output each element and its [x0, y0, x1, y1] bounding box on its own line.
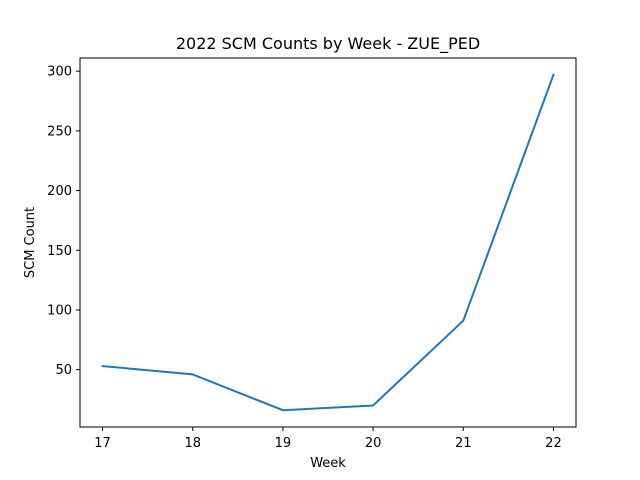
- x-tick-label: 17: [94, 436, 111, 451]
- x-axis-ticks: 17 18 19 20 21 22: [94, 427, 562, 451]
- series-line: [101, 73, 555, 412]
- y-axis-ticks: 50 100 150 200 250 300: [47, 65, 80, 378]
- y-tick-label: 150: [47, 244, 72, 259]
- y-tick-label: 300: [47, 65, 72, 80]
- y-axis-label: SCM Count: [23, 207, 38, 278]
- chart-title: 2022 SCM Counts by Week - ZUE_PED: [176, 34, 480, 54]
- x-tick-label: 18: [184, 436, 201, 451]
- x-axis-label: Week: [310, 456, 346, 471]
- x-tick-label: 20: [365, 436, 382, 451]
- x-tick-label: 19: [275, 436, 292, 451]
- series-layer: [101, 73, 555, 412]
- y-tick-label: 100: [47, 303, 72, 318]
- y-tick-label: 50: [55, 363, 72, 378]
- plot-frame: [79, 57, 577, 428]
- x-tick-label: 21: [455, 436, 472, 451]
- x-tick-label: 22: [545, 436, 562, 451]
- y-tick-label: 250: [47, 124, 72, 139]
- y-tick-label: 200: [47, 184, 72, 199]
